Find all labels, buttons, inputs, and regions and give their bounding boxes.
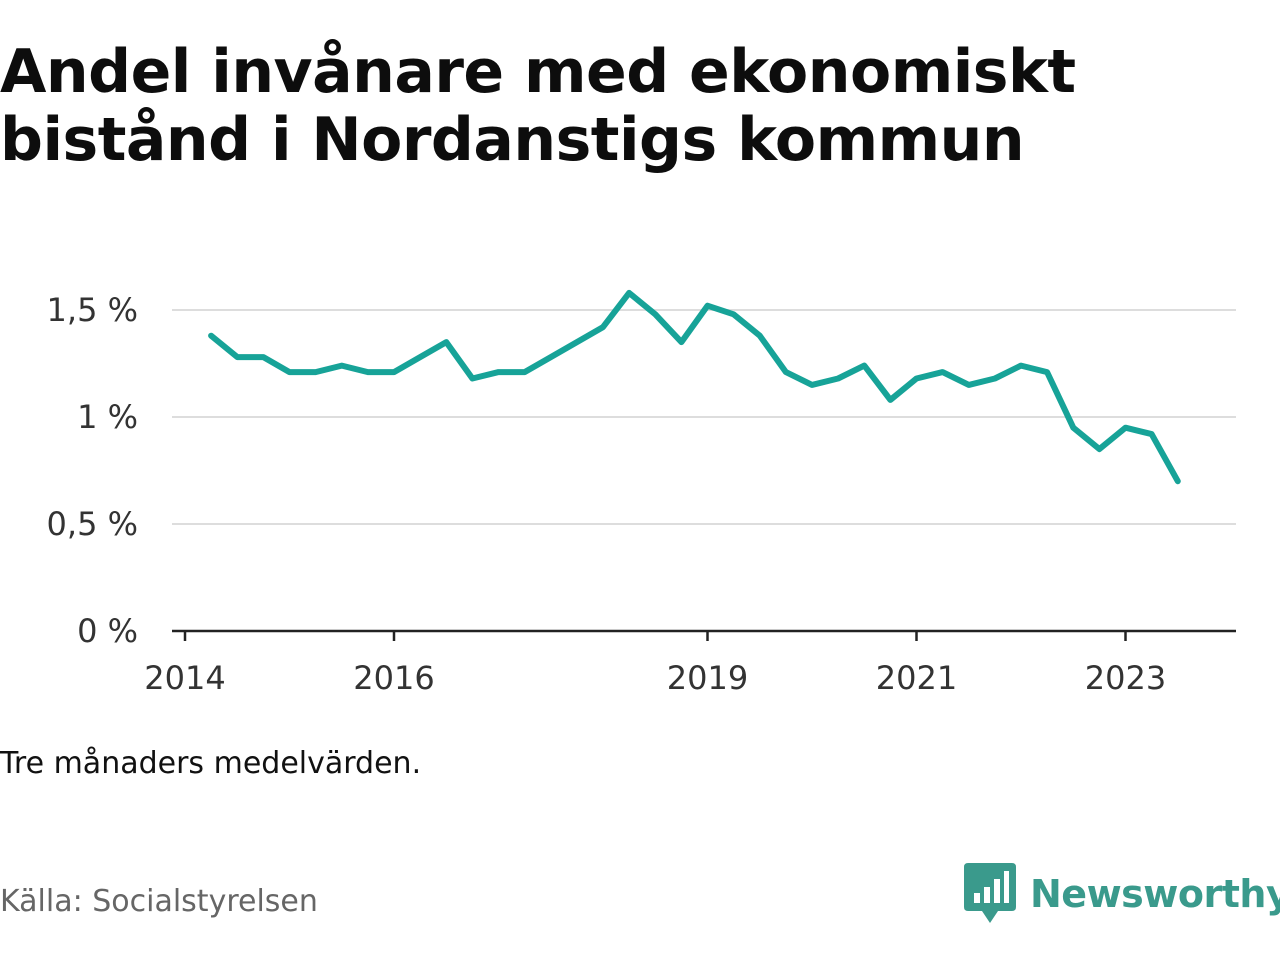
chart-title: Andel invånare med ekonomiskt bistånd i … <box>0 37 1076 175</box>
series-line <box>208 289 1181 485</box>
y-tick-label: 1,5 % <box>47 291 138 329</box>
x-axis: 2014 2016 2019 2021 2023 <box>144 629 1236 697</box>
series-group <box>208 289 1181 485</box>
x-tick-label: 2019 <box>667 659 748 697</box>
x-tick-label: 2023 <box>1085 659 1166 697</box>
y-tick-label: 0 % <box>77 612 138 650</box>
chart-note: Tre månaders medelvärden. <box>0 746 422 781</box>
line-chart: 0 % 0,5 % 1 % 1,5 % 2014 2016 2019 2021 2023 <box>47 289 1236 697</box>
y-tick-label: 0,5 % <box>47 505 138 543</box>
brand-logo: Newsworthy <box>964 862 1280 926</box>
source-credit: Källa: Socialstyrelsen <box>0 884 318 919</box>
bar-chart-speech-bubble-icon <box>964 863 1016 923</box>
y-axis-ticks: 0 % 0,5 % 1 % 1,5 % <box>47 291 138 650</box>
y-tick-label: 1 % <box>77 398 138 436</box>
brand-name: Newsworthy <box>1030 872 1280 916</box>
gridlines <box>172 309 1236 525</box>
x-tick-label: 2014 <box>144 659 225 697</box>
x-tick-label: 2016 <box>353 659 434 697</box>
x-tick-label: 2021 <box>876 659 957 697</box>
